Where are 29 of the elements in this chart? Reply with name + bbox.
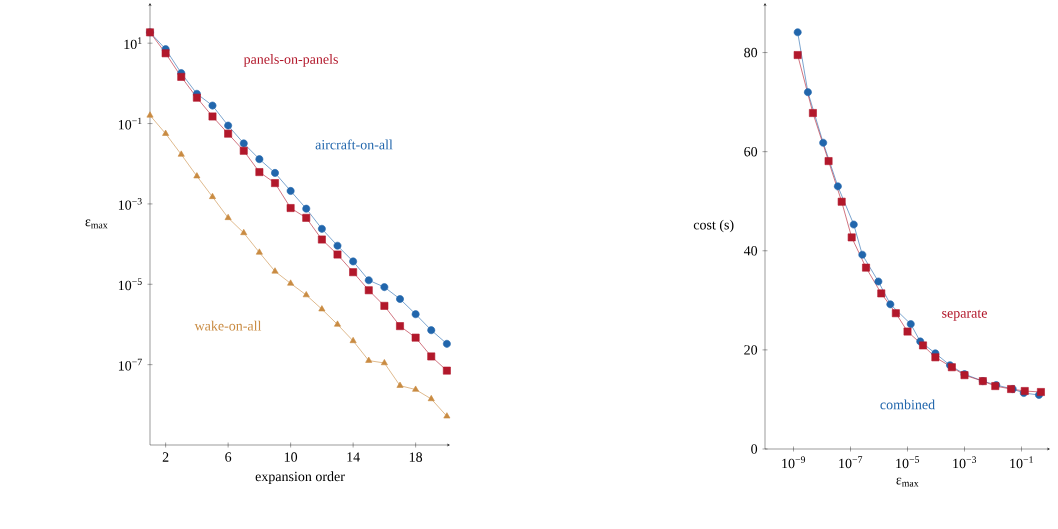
x-tick-label: 10$^{−7}$ [839,456,863,469]
y-axis-title: ε$_{max}$ [85,219,108,229]
y-tick-label: 0 [751,444,758,454]
text: combined [880,399,935,410]
x-tick-label: 10 [284,452,298,462]
y-tick-label: 10$^{−7}$ [118,358,142,371]
text: wake-on-all [194,320,262,331]
y-tick-label: 80 [744,47,758,58]
y-tick-label: 40 [743,246,758,256]
x-tick-label: 14 [347,452,360,462]
text: aircraft-on-all [315,139,393,150]
y-tick-label: 60 [744,146,758,157]
y-axis-title: cost (s) [693,219,734,233]
x-tick-label: 10$^{−9}$ [782,456,806,469]
x-tick-label: 18 [409,452,423,462]
x-tick-label: 2 [162,452,169,462]
series-label: separate [942,309,987,321]
y-tick-label: 10$^{−3}$ [118,198,142,210]
x-tick-label: 10$^{−3}$ [953,456,977,469]
x-axis-title: expansion order [255,471,345,485]
x-axis-title: ε$_{max}$ [896,477,919,487]
y-tick-label: 20 [744,345,758,355]
text: panels-on-panels [243,54,338,67]
y-tick-label: 10$^{−1}$ [118,117,142,130]
y-tick-label: 10$^{1}$ [124,37,142,50]
x-tick-label: 10$^{−5}$ [896,456,920,469]
y-tick-label: 10$^{−5}$ [118,278,142,291]
x-tick-label: 6 [225,452,232,462]
x-tick-label: 10$^{−1}$ [1010,456,1033,469]
